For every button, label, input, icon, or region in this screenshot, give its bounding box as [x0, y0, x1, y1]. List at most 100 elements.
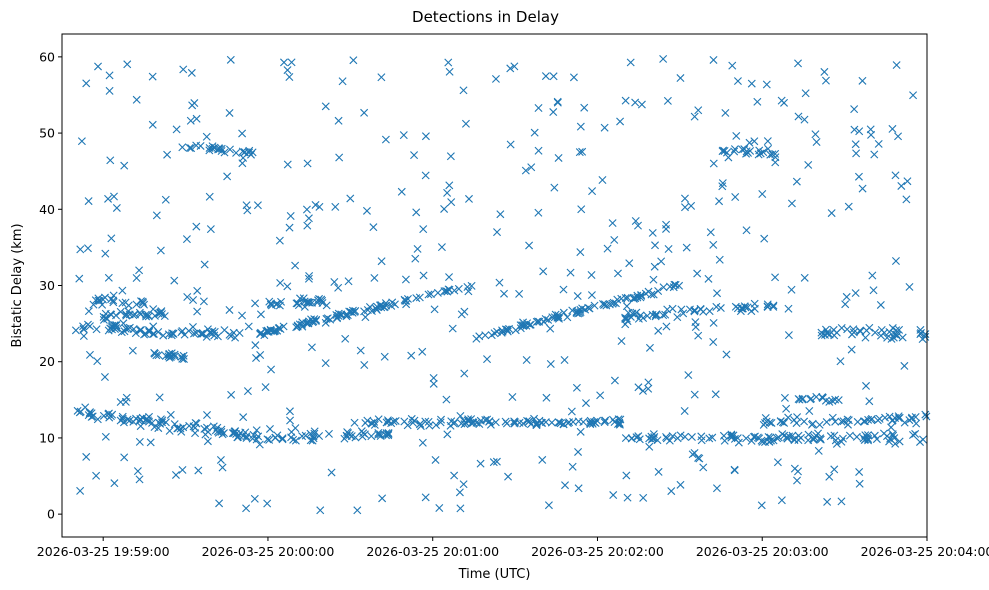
data-point — [178, 326, 187, 335]
data-point — [610, 376, 619, 385]
data-point — [826, 432, 835, 441]
data-point — [668, 304, 677, 313]
data-point — [696, 305, 705, 314]
data-point — [644, 384, 653, 393]
data-point — [440, 204, 449, 213]
data-point — [135, 308, 144, 317]
data-point — [610, 235, 619, 244]
data-point — [662, 220, 671, 229]
data-point — [274, 324, 283, 333]
data-point — [548, 313, 557, 322]
data-point — [554, 153, 563, 162]
data-point — [235, 329, 244, 338]
data-point — [894, 132, 903, 141]
data-point — [676, 74, 685, 83]
data-point — [632, 433, 641, 442]
data-point — [223, 172, 232, 181]
data-point — [764, 144, 773, 153]
data-point — [225, 108, 234, 117]
data-point — [690, 449, 699, 457]
data-point — [261, 383, 270, 392]
data-point — [677, 305, 686, 314]
data-point — [871, 328, 880, 337]
data-point — [93, 415, 102, 424]
data-point — [188, 322, 197, 331]
data-point — [131, 329, 140, 338]
data-point — [446, 421, 455, 430]
data-point — [659, 283, 668, 292]
data-point — [495, 278, 504, 287]
data-point — [759, 420, 768, 429]
data-point — [94, 294, 103, 303]
data-point — [156, 419, 165, 428]
data-point — [549, 108, 558, 117]
data-point — [302, 298, 311, 307]
data-point — [508, 393, 517, 401]
data-point — [432, 421, 441, 430]
data-point — [808, 419, 817, 428]
data-point — [361, 313, 370, 322]
data-point — [763, 137, 772, 146]
data-point — [279, 58, 288, 67]
data-point — [600, 416, 609, 425]
data-point — [831, 417, 840, 426]
data-point — [265, 435, 274, 444]
data-point — [401, 275, 410, 284]
data-point — [310, 315, 319, 324]
data-point — [165, 426, 174, 435]
data-point — [796, 433, 805, 442]
data-point — [787, 199, 796, 208]
data-point — [795, 395, 804, 404]
data-point — [883, 333, 892, 342]
data-point — [285, 73, 294, 81]
data-point — [586, 419, 595, 427]
data-point — [330, 278, 339, 287]
data-point — [575, 148, 584, 157]
data-point — [574, 309, 583, 318]
data-point — [210, 143, 219, 152]
data-point — [315, 202, 324, 211]
data-point — [820, 67, 829, 76]
data-point — [870, 150, 879, 159]
data-point — [654, 467, 663, 476]
data-point — [921, 410, 930, 419]
data-point — [822, 418, 831, 427]
data-point — [663, 96, 672, 105]
data-point — [621, 96, 630, 105]
data-point — [615, 419, 624, 428]
data-point — [304, 214, 313, 223]
data-point — [654, 286, 663, 295]
data-point — [435, 503, 444, 512]
data-point — [567, 407, 576, 416]
data-point — [849, 325, 858, 334]
data-point — [687, 201, 696, 210]
data-point — [806, 395, 815, 404]
data-point — [457, 310, 466, 319]
data-point — [287, 58, 296, 67]
data-point — [599, 299, 608, 308]
data-point — [874, 139, 883, 148]
x-axis-label: Time (UTC) — [458, 567, 531, 582]
data-point — [421, 132, 430, 141]
data-point — [179, 355, 188, 363]
data-point — [76, 245, 85, 254]
data-point — [609, 491, 618, 500]
data-point — [608, 219, 617, 228]
data-point — [530, 128, 539, 137]
data-point — [905, 416, 914, 425]
data-point — [445, 273, 454, 282]
data-point — [76, 486, 85, 495]
data-point — [99, 411, 108, 420]
data-point — [587, 418, 596, 427]
data-point — [388, 298, 397, 307]
data-point — [773, 434, 782, 443]
data-point — [627, 434, 636, 443]
data-point — [252, 354, 261, 362]
data-point — [84, 307, 93, 316]
data-point — [792, 177, 801, 186]
data-point — [716, 304, 725, 313]
data-point — [679, 309, 688, 318]
data-point — [200, 424, 209, 433]
data-point — [146, 438, 155, 447]
data-point — [718, 179, 727, 188]
